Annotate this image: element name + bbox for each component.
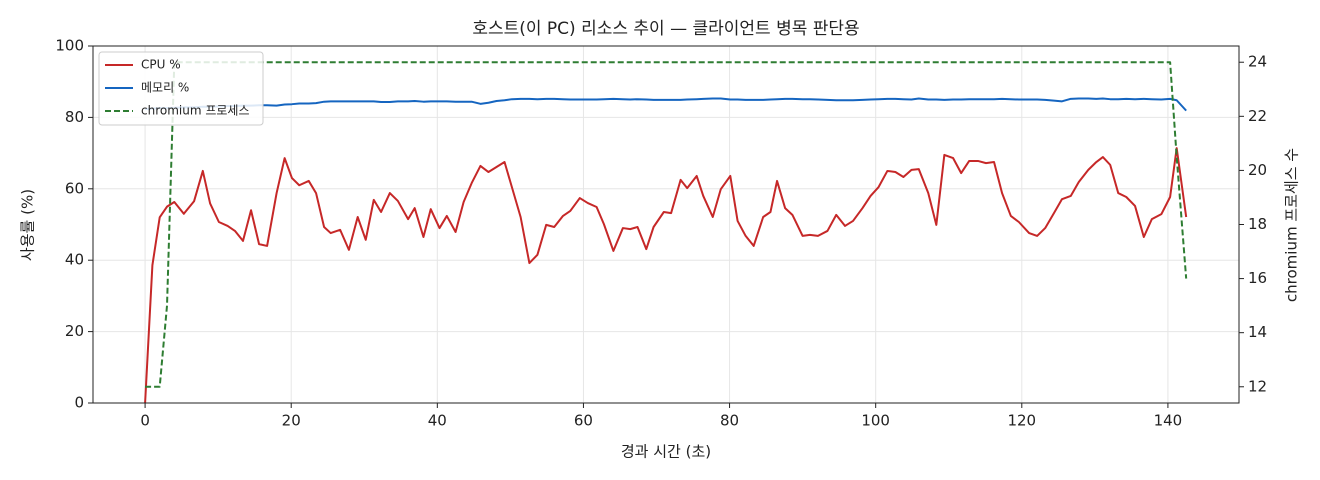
plot-frame: [92, 45, 1240, 404]
y2-tick-label: 12: [1248, 377, 1267, 395]
y2-tick-label: 16: [1248, 269, 1267, 287]
x-tick-label: 140: [1154, 412, 1183, 430]
y-tick-label: 80: [65, 108, 84, 126]
x-tick-label: 20: [282, 412, 301, 430]
legend: CPU % 메모리 % chromium 프로세스: [98, 51, 264, 126]
x-tick-label: 60: [574, 412, 593, 430]
x-tick-label: 80: [720, 412, 739, 430]
x-tick-label: 120: [1007, 412, 1036, 430]
y2-axis-label: chromium 프로세스 수: [1283, 148, 1301, 302]
x-tick-label: 40: [428, 412, 447, 430]
y-tick-label: 20: [65, 322, 84, 340]
y-tick-label: 60: [65, 179, 84, 197]
y-tick-label: 100: [55, 37, 84, 55]
y2-tick-label: 18: [1248, 215, 1267, 233]
x-axis-label: 경과 시간 (초): [621, 443, 711, 461]
series-line: [144, 97, 1187, 112]
legend-box: [98, 51, 264, 126]
y-axis-label: 사용률 (%): [19, 189, 37, 261]
x-tick-label: 100: [861, 412, 890, 430]
legend-label: CPU %: [141, 58, 181, 72]
y2-tick-label: 24: [1248, 53, 1267, 71]
x-tick-label: 0: [140, 412, 150, 430]
y2-tick-label: 14: [1248, 323, 1267, 341]
series-line: [144, 147, 1188, 404]
y-tick-label: 0: [74, 394, 84, 412]
y2-tick-label: 22: [1248, 107, 1267, 125]
y2-tick-label: 20: [1248, 161, 1267, 179]
legend-label: chromium 프로세스: [141, 104, 250, 118]
legend-label: 메모리 %: [141, 81, 189, 95]
chart-title: 호스트(이 PC) 리소스 추이 — 클라이언트 병목 판단용: [472, 19, 859, 39]
y-tick-label: 40: [65, 251, 84, 269]
series-line: [145, 61, 1188, 388]
